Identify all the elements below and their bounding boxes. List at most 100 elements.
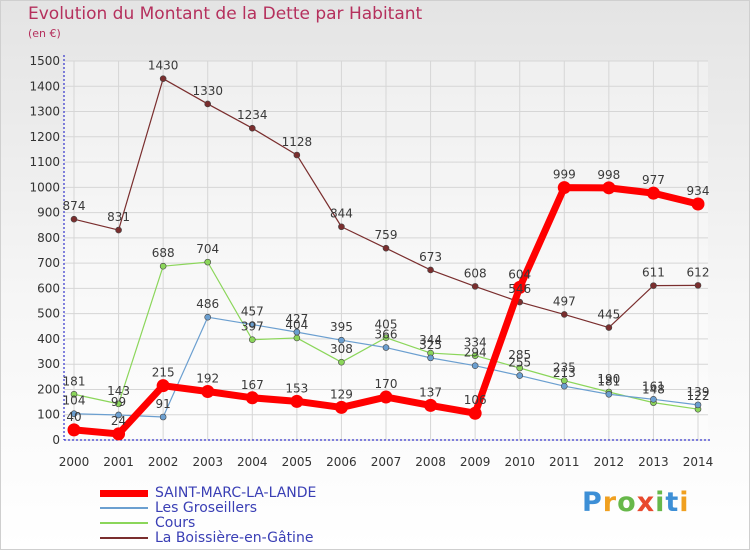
data-label: 181 [597,374,620,388]
data-point [159,413,167,421]
data-point [513,280,527,294]
data-point [159,262,167,270]
data-point [290,394,304,408]
x-tick-label: 2002 [148,455,179,469]
data-label: 167 [241,378,264,392]
logo-letter: P [582,487,603,518]
data-label: 999 [553,168,576,182]
data-point [248,336,256,343]
data-label: 977 [642,173,665,187]
logo-letter: i [655,487,666,518]
data-label: 1330 [192,84,223,98]
data-label: 546 [508,282,531,296]
data-point [115,400,122,408]
data-label: 844 [330,207,353,221]
x-tick-label: 2004 [237,455,268,469]
y-tick-label: 1400 [29,79,60,93]
x-tick-label: 2008 [415,455,446,469]
data-label: 235 [553,361,576,375]
data-label: 148 [642,383,665,397]
y-tick-label: 200 [37,382,60,396]
legend-swatch-saint-marc [100,489,148,497]
data-label: 285 [508,348,531,362]
data-point [382,344,390,351]
data-point [67,423,81,437]
data-label: 181 [63,374,86,388]
data-label: 255 [508,356,531,370]
data-point [201,384,215,398]
data-point [605,390,613,398]
y-tick-label: 100 [37,408,60,422]
data-label: 998 [597,168,620,182]
x-tick-label: 2005 [282,455,313,469]
data-point [560,382,568,390]
data-label: 1430 [148,59,179,73]
y-tick-label: 1500 [29,54,60,68]
data-point [468,406,482,420]
data-point [516,372,524,379]
x-tick-label: 2000 [59,455,90,469]
legend-label-la-boissiere: La Boissière-en-Gâtine [155,530,314,546]
logo-letter: r [602,487,618,518]
data-label: 427 [285,312,308,326]
data-label: 759 [375,228,398,242]
data-label: 106 [464,393,487,407]
data-point [204,313,212,321]
x-tick-label: 2013 [638,455,669,469]
data-point [382,244,390,252]
data-label: 213 [553,366,576,380]
y-tick-label: 1300 [29,105,60,119]
data-label: 673 [419,250,442,264]
data-label: 604 [508,267,531,281]
data-point [427,266,434,274]
logo-letter: x [636,487,656,518]
logo-letter: t [665,487,680,518]
data-label: 497 [553,294,576,308]
data-label: 457 [241,305,264,319]
data-label: 215 [152,366,175,380]
y-tick-label: 400 [37,332,60,346]
data-label: 397 [241,320,264,334]
data-point [248,321,256,328]
data-point [650,282,657,289]
data-label: 405 [375,318,398,332]
data-point [70,215,78,223]
data-label: 139 [687,385,710,399]
y-tick-label: 800 [37,231,60,245]
data-label: 190 [597,372,620,386]
data-label: 1234 [237,108,268,122]
data-point [115,226,122,234]
y-tick-label: 900 [37,206,60,220]
data-point [338,223,345,231]
data-label: 308 [330,342,353,356]
data-point [557,181,571,195]
data-label: 611 [642,266,665,280]
data-point [334,400,348,414]
data-label: 137 [419,385,442,399]
data-label: 325 [419,338,442,352]
legend-swatch-les-groseillers [100,507,148,509]
data-label: 445 [597,308,620,322]
x-tick-label: 2014 [683,455,714,469]
data-point [471,362,479,370]
data-point [156,379,170,393]
y-tick-label: 1200 [29,130,60,144]
data-point [204,100,212,108]
data-point [293,151,301,159]
data-point [382,334,390,341]
x-tick-label: 2001 [103,455,134,469]
data-point [471,283,479,290]
y-tick-label: 1000 [29,180,60,194]
legend-label-les-groseillers: Les Groseillers [155,500,258,516]
data-label: 153 [285,381,308,395]
data-label: 294 [464,346,487,360]
y-tick-label: 0 [52,433,60,447]
data-label: 91 [156,397,171,411]
data-label: 99 [111,395,126,409]
data-label: 161 [642,379,665,393]
data-label: 122 [687,389,710,403]
data-point [516,364,524,372]
x-tick-label: 2012 [594,455,625,469]
